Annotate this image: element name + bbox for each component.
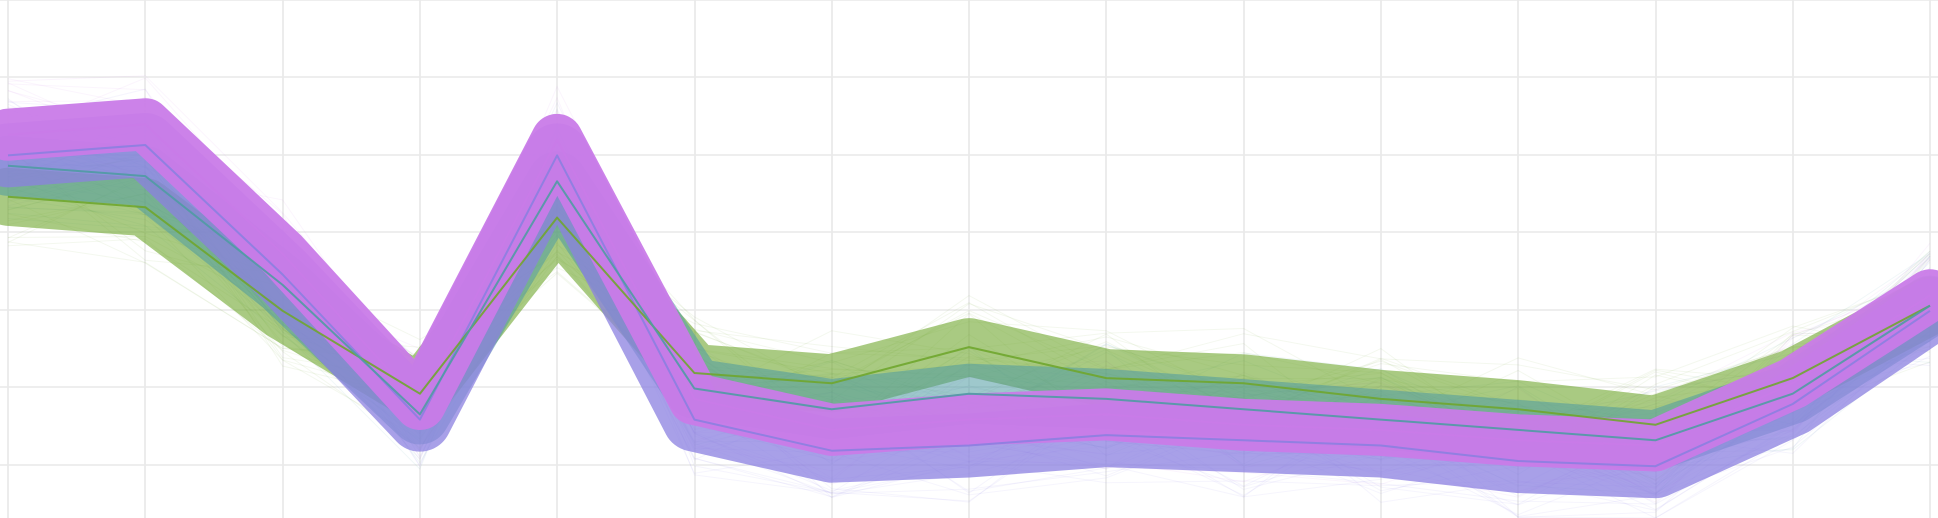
series-line <box>7 123 1931 447</box>
series-line <box>7 195 1931 426</box>
series-line <box>7 144 1931 468</box>
series-line <box>7 164 1931 442</box>
series-lines <box>7 123 1931 468</box>
